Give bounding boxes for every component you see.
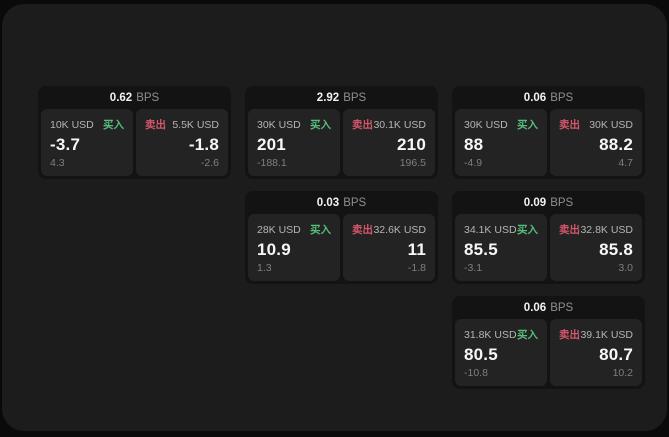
sell-sub-value: 196.5	[399, 157, 426, 169]
buy-side-label: 买入	[103, 119, 124, 131]
buy-panel[interactable]: 34.1K USD 买入 85.5 -3.1	[455, 214, 547, 281]
buy-panel[interactable]: 30K USD 买入 201 -188.1	[248, 109, 340, 176]
quote-card: 2.92 BPS 30K USD 买入 201 -188.1 卖出 30.1K …	[245, 86, 438, 179]
buy-sub-value: 1.3	[257, 262, 272, 274]
sell-price: -1.8	[188, 135, 219, 154]
sell-amount: 32.6K USD	[373, 223, 426, 236]
bps-value: 2.92	[316, 91, 340, 104]
panels: 34.1K USD 买入 85.5 -3.1 卖出 32.8K USD 85.8…	[452, 214, 645, 284]
card-header: 2.92 BPS	[245, 86, 438, 109]
sell-price: 88.2	[599, 135, 633, 154]
bps-label: BPS	[343, 196, 367, 209]
sell-panel[interactable]: 卖出 32.6K USD 11 -1.8	[343, 214, 435, 281]
buy-amount: 10K USD	[50, 118, 94, 131]
buy-amount: 31.8K USD	[464, 328, 517, 341]
bps-value: 0.06	[523, 301, 547, 314]
buy-sub-value: 4.3	[50, 157, 65, 169]
buy-panel[interactable]: 28K USD 买入 10.9 1.3	[248, 214, 340, 281]
sell-side-label: 卖出	[559, 224, 580, 236]
buy-panel[interactable]: 31.8K USD 买入 80.5 -10.8	[455, 319, 547, 386]
buy-price: -3.7	[50, 135, 81, 154]
quote-card: 0.62 BPS 10K USD 买入 -3.7 4.3 卖出 5.5K USD	[38, 86, 231, 179]
buy-price: 201	[257, 135, 286, 154]
bps-label: BPS	[550, 301, 574, 314]
sell-sub-value: 3.0	[618, 262, 633, 274]
buy-panel[interactable]: 30K USD 买入 88 -4.9	[455, 109, 547, 176]
panels: 30K USD 买入 88 -4.9 卖出 30K USD 88.2 4.7	[452, 109, 645, 179]
sell-sub-value: -1.8	[407, 262, 426, 274]
sell-panel[interactable]: 卖出 30K USD 88.2 4.7	[550, 109, 642, 176]
quote-card-grid: 0.62 BPS 10K USD 买入 -3.7 4.3 卖出 5.5K USD	[38, 86, 645, 389]
app-window: 0.62 BPS 10K USD 买入 -3.7 4.3 卖出 5.5K USD	[2, 4, 667, 431]
sell-panel[interactable]: 卖出 32.8K USD 85.8 3.0	[550, 214, 642, 281]
buy-side-label: 买入	[310, 224, 331, 236]
sell-amount: 39.1K USD	[580, 328, 633, 341]
card-header: 0.06 BPS	[452, 296, 645, 319]
bps-value: 0.03	[316, 196, 340, 209]
buy-side-label: 买入	[310, 119, 331, 131]
card-header: 0.06 BPS	[452, 86, 645, 109]
bps-label: BPS	[343, 91, 367, 104]
buy-sub-value: -3.1	[464, 262, 483, 274]
buy-amount: 28K USD	[257, 223, 301, 236]
sell-price: 80.7	[599, 345, 633, 364]
sell-price: 210	[397, 135, 426, 154]
card-header: 0.03 BPS	[245, 191, 438, 214]
sell-sub-value: -2.6	[200, 157, 219, 169]
card-header: 0.62 BPS	[38, 86, 231, 109]
sell-side-label: 卖出	[559, 119, 580, 131]
buy-price: 88	[464, 135, 484, 154]
panels: 28K USD 买入 10.9 1.3 卖出 32.6K USD 11 -1.8	[245, 214, 438, 284]
quote-card: 0.06 BPS 31.8K USD 买入 80.5 -10.8 卖出 39.1…	[452, 296, 645, 389]
sell-amount: 32.8K USD	[580, 223, 633, 236]
panels: 31.8K USD 买入 80.5 -10.8 卖出 39.1K USD 80.…	[452, 319, 645, 389]
bps-value: 0.62	[109, 91, 133, 104]
card-header: 0.09 BPS	[452, 191, 645, 214]
buy-price: 80.5	[464, 345, 498, 364]
buy-side-label: 买入	[517, 329, 538, 341]
sell-price: 85.8	[599, 240, 633, 259]
buy-price: 10.9	[257, 240, 291, 259]
quote-card: 0.03 BPS 28K USD 买入 10.9 1.3 卖出 32.6K US…	[245, 191, 438, 284]
buy-side-label: 买入	[517, 119, 538, 131]
sell-amount: 5.5K USD	[172, 118, 219, 131]
buy-sub-value: -10.8	[464, 367, 488, 379]
buy-sub-value: -4.9	[464, 157, 483, 169]
buy-price: 85.5	[464, 240, 498, 259]
buy-amount: 30K USD	[257, 118, 301, 131]
sell-side-label: 卖出	[352, 224, 373, 236]
sell-side-label: 卖出	[352, 119, 373, 131]
sell-panel[interactable]: 卖出 30.1K USD 210 196.5	[343, 109, 435, 176]
bps-label: BPS	[550, 196, 574, 209]
sell-panel[interactable]: 卖出 39.1K USD 80.7 10.2	[550, 319, 642, 386]
sell-amount: 30K USD	[589, 118, 633, 131]
bps-value: 0.06	[523, 91, 547, 104]
sell-sub-value: 4.7	[618, 157, 633, 169]
bps-label: BPS	[550, 91, 574, 104]
sell-side-label: 卖出	[145, 119, 166, 131]
panels: 30K USD 买入 201 -188.1 卖出 30.1K USD 210 1…	[245, 109, 438, 179]
buy-amount: 30K USD	[464, 118, 508, 131]
buy-sub-value: -188.1	[257, 157, 287, 169]
sell-price: 11	[407, 240, 426, 259]
buy-amount: 34.1K USD	[464, 223, 517, 236]
panels: 10K USD 买入 -3.7 4.3 卖出 5.5K USD -1.8 -2.…	[38, 109, 231, 179]
buy-side-label: 买入	[517, 224, 538, 236]
sell-amount: 30.1K USD	[373, 118, 426, 131]
buy-panel[interactable]: 10K USD 买入 -3.7 4.3	[41, 109, 133, 176]
bps-value: 0.09	[523, 196, 547, 209]
sell-sub-value: 10.2	[612, 367, 633, 379]
sell-panel[interactable]: 卖出 5.5K USD -1.8 -2.6	[136, 109, 228, 176]
bps-label: BPS	[136, 91, 160, 104]
quote-card: 0.06 BPS 30K USD 买入 88 -4.9 卖出 30K USD	[452, 86, 645, 179]
quote-card: 0.09 BPS 34.1K USD 买入 85.5 -3.1 卖出 32.8K…	[452, 191, 645, 284]
sell-side-label: 卖出	[559, 329, 580, 341]
